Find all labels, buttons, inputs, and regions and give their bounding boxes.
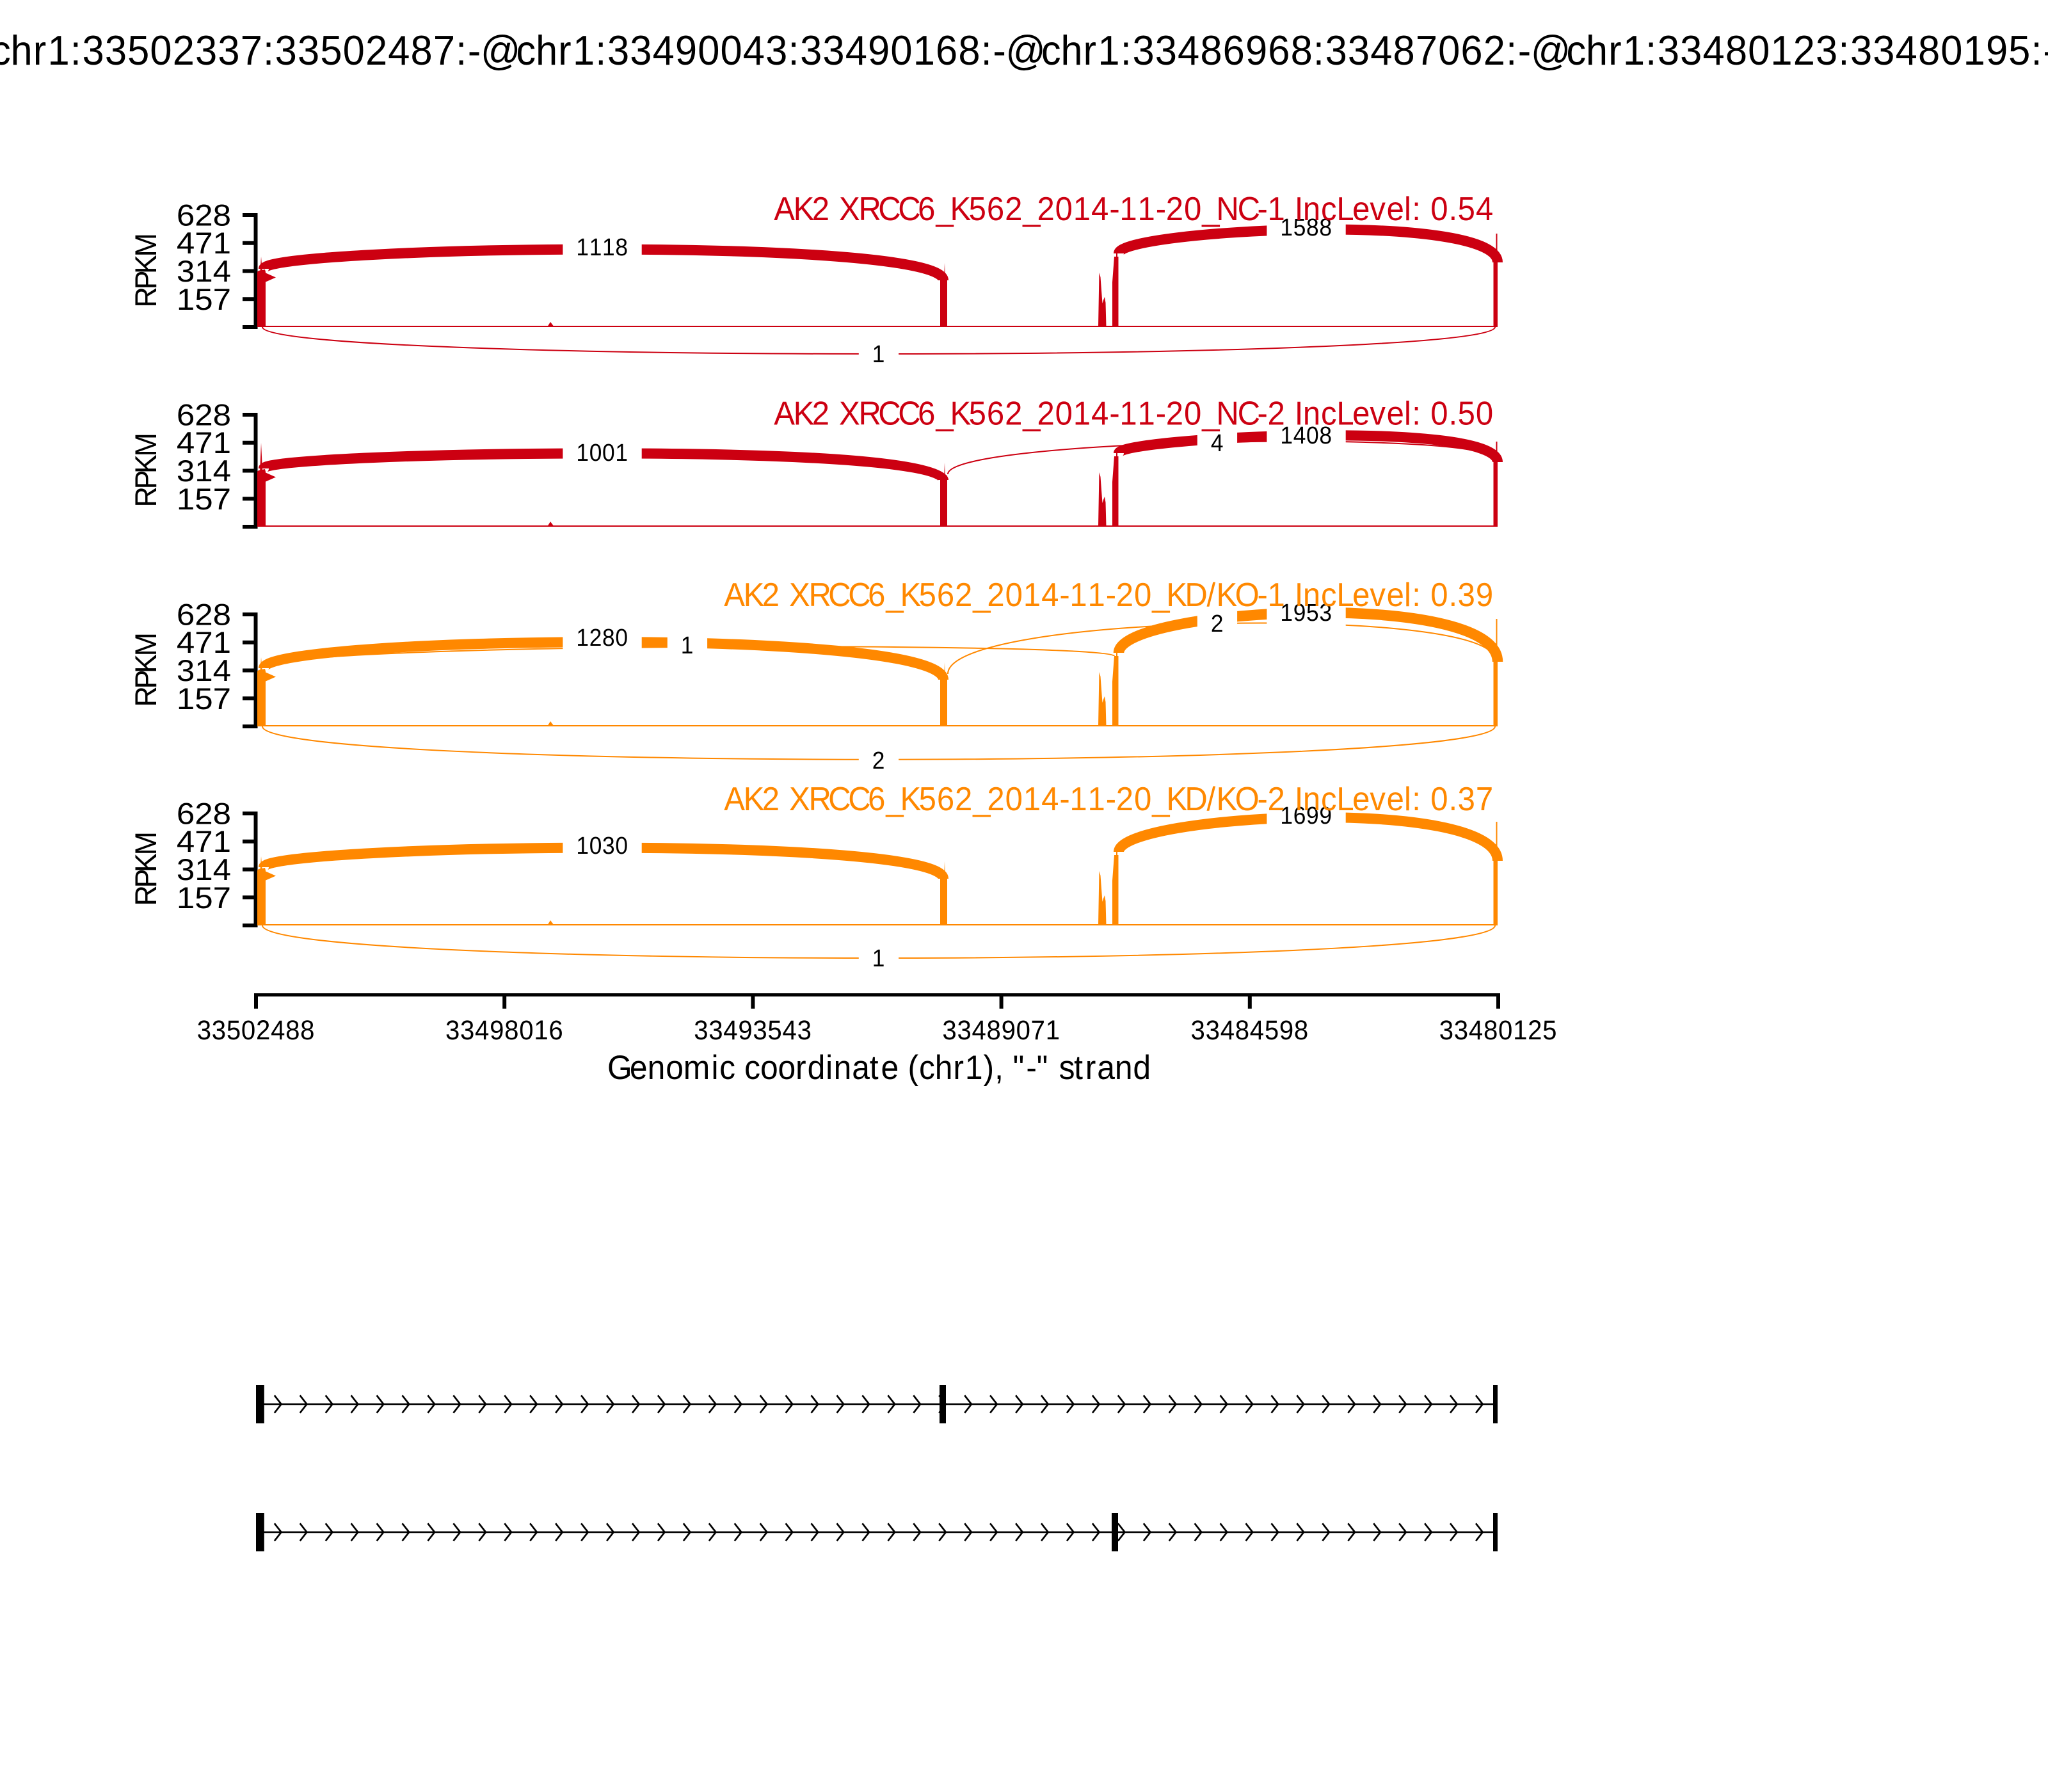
- svg-text:471: 471: [177, 626, 231, 660]
- svg-text:2: 2: [1211, 610, 1224, 637]
- svg-text:0.39: 0.39: [1430, 576, 1493, 614]
- svg-text:AK2: AK2: [724, 576, 780, 614]
- svg-text:157: 157: [177, 283, 231, 317]
- svg-text:314: 314: [177, 654, 231, 688]
- svg-text:1953: 1953: [1280, 599, 1332, 626]
- svg-text:Genomic: Genomic: [607, 1048, 735, 1087]
- svg-text:157: 157: [177, 682, 231, 716]
- svg-text:1001: 1001: [576, 439, 628, 466]
- svg-text:33498016: 33498016: [445, 1014, 563, 1045]
- svg-text:strand: strand: [1059, 1048, 1151, 1087]
- svg-text:XRCC6_K562_2014-11-20_NC-1: XRCC6_K562_2014-11-20_NC-1: [839, 190, 1285, 228]
- svg-text:1588: 1588: [1280, 214, 1332, 241]
- svg-text:1280: 1280: [576, 624, 628, 651]
- svg-text:IncLevel:: IncLevel:: [1295, 190, 1421, 228]
- svg-text:33480125: 33480125: [1439, 1014, 1557, 1045]
- svg-text:4: 4: [1211, 429, 1224, 456]
- svg-text:628: 628: [177, 598, 231, 632]
- svg-text:RPKM: RPKM: [129, 233, 163, 307]
- svg-text:471: 471: [177, 825, 231, 859]
- svg-text:RPKM: RPKM: [129, 433, 163, 507]
- svg-text:628: 628: [177, 797, 231, 831]
- svg-text:XRCC6_K562_2014-11-20_KD/KO-2: XRCC6_K562_2014-11-20_KD/KO-2: [789, 780, 1285, 818]
- svg-text:1: 1: [872, 340, 885, 367]
- svg-text:XRCC6_K562_2014-11-20_NC-2: XRCC6_K562_2014-11-20_NC-2: [839, 394, 1285, 432]
- svg-text:157: 157: [177, 483, 231, 516]
- svg-text:471: 471: [177, 227, 231, 260]
- svg-text:0.37: 0.37: [1430, 780, 1493, 818]
- svg-text:0.54: 0.54: [1430, 190, 1493, 228]
- svg-text:AK2: AK2: [774, 190, 829, 228]
- svg-text:33493543: 33493543: [694, 1014, 812, 1045]
- svg-text:157: 157: [177, 881, 231, 915]
- svg-text:314: 314: [177, 255, 231, 289]
- svg-text:1118: 1118: [576, 234, 628, 260]
- svg-text:1408: 1408: [1280, 422, 1332, 449]
- svg-text:471: 471: [177, 426, 231, 460]
- svg-text:33502488: 33502488: [197, 1014, 315, 1045]
- svg-text:AK2: AK2: [774, 394, 829, 432]
- svg-text:RPKM: RPKM: [129, 831, 163, 906]
- svg-text:(chr1),: (chr1),: [908, 1048, 1003, 1087]
- svg-text:"-": "-": [1013, 1048, 1048, 1087]
- svg-text:1030: 1030: [576, 832, 628, 859]
- svg-text:33484598: 33484598: [1191, 1014, 1309, 1045]
- svg-text:33489071: 33489071: [942, 1014, 1060, 1045]
- svg-text:IncLevel:: IncLevel:: [1295, 394, 1421, 432]
- svg-text:IncLevel:: IncLevel:: [1295, 780, 1421, 818]
- svg-text:chr1:33502337:33502487:-@chr1:: chr1:33502337:33502487:-@chr1:33490043:3…: [0, 28, 2048, 74]
- svg-text:314: 314: [177, 853, 231, 887]
- svg-text:0.50: 0.50: [1430, 394, 1493, 432]
- svg-text:2: 2: [872, 747, 885, 774]
- svg-text:628: 628: [177, 198, 231, 232]
- svg-text:1: 1: [681, 632, 694, 659]
- svg-text:IncLevel:: IncLevel:: [1295, 576, 1421, 614]
- svg-text:coordinate: coordinate: [744, 1048, 899, 1087]
- svg-text:XRCC6_K562_2014-11-20_KD/KO-1: XRCC6_K562_2014-11-20_KD/KO-1: [789, 576, 1285, 614]
- svg-text:AK2: AK2: [724, 780, 780, 818]
- svg-text:1: 1: [872, 945, 885, 972]
- svg-text:1699: 1699: [1280, 802, 1332, 829]
- svg-text:628: 628: [177, 398, 231, 432]
- svg-text:314: 314: [177, 454, 231, 488]
- svg-text:RPKM: RPKM: [129, 632, 163, 707]
